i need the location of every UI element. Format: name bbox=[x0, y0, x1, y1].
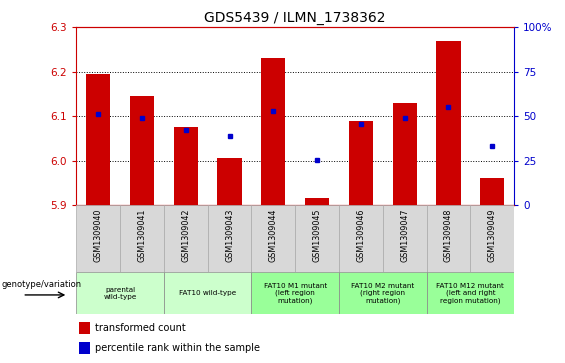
Text: GSM1309040: GSM1309040 bbox=[94, 208, 103, 262]
Bar bbox=[349, 121, 373, 205]
Text: percentile rank within the sample: percentile rank within the sample bbox=[95, 343, 260, 353]
Bar bbox=[251, 272, 339, 314]
Text: GSM1309043: GSM1309043 bbox=[225, 208, 234, 262]
Text: genotype/variation: genotype/variation bbox=[1, 280, 81, 289]
Bar bbox=[339, 272, 427, 314]
Bar bbox=[251, 205, 295, 272]
Text: GSM1309044: GSM1309044 bbox=[269, 208, 278, 262]
Text: GSM1309045: GSM1309045 bbox=[312, 208, 321, 262]
Bar bbox=[427, 272, 514, 314]
Bar bbox=[79, 322, 90, 334]
Bar bbox=[130, 96, 154, 205]
Text: FAT10 M12 mutant
(left and right
region mutation): FAT10 M12 mutant (left and right region … bbox=[436, 283, 505, 303]
Bar bbox=[218, 158, 242, 205]
Bar bbox=[164, 205, 208, 272]
Bar bbox=[305, 199, 329, 205]
Bar bbox=[436, 41, 460, 205]
Text: transformed count: transformed count bbox=[95, 323, 185, 333]
Text: GSM1309049: GSM1309049 bbox=[488, 208, 497, 262]
Bar bbox=[393, 103, 417, 205]
Text: GSM1309046: GSM1309046 bbox=[357, 208, 366, 262]
Text: FAT10 M1 mutant
(left region
mutation): FAT10 M1 mutant (left region mutation) bbox=[264, 283, 327, 303]
Bar bbox=[173, 127, 198, 205]
Title: GDS5439 / ILMN_1738362: GDS5439 / ILMN_1738362 bbox=[205, 11, 386, 25]
Bar bbox=[427, 205, 470, 272]
Text: FAT10 M2 mutant
(right region
mutation): FAT10 M2 mutant (right region mutation) bbox=[351, 283, 414, 303]
Bar bbox=[86, 74, 110, 205]
Bar bbox=[208, 205, 251, 272]
Bar bbox=[261, 58, 285, 205]
Bar bbox=[76, 205, 120, 272]
Text: parental
wild-type: parental wild-type bbox=[103, 287, 137, 299]
Bar bbox=[383, 205, 427, 272]
Text: GSM1309047: GSM1309047 bbox=[400, 208, 409, 262]
Bar bbox=[76, 272, 164, 314]
Bar bbox=[470, 205, 514, 272]
Text: GSM1309048: GSM1309048 bbox=[444, 208, 453, 262]
Text: FAT10 wild-type: FAT10 wild-type bbox=[179, 290, 236, 296]
Bar bbox=[339, 205, 383, 272]
Text: GSM1309042: GSM1309042 bbox=[181, 208, 190, 262]
Text: GSM1309041: GSM1309041 bbox=[137, 208, 146, 262]
Bar bbox=[79, 342, 90, 354]
Bar bbox=[164, 272, 251, 314]
Bar bbox=[295, 205, 339, 272]
Bar bbox=[480, 178, 505, 205]
Bar bbox=[120, 205, 164, 272]
